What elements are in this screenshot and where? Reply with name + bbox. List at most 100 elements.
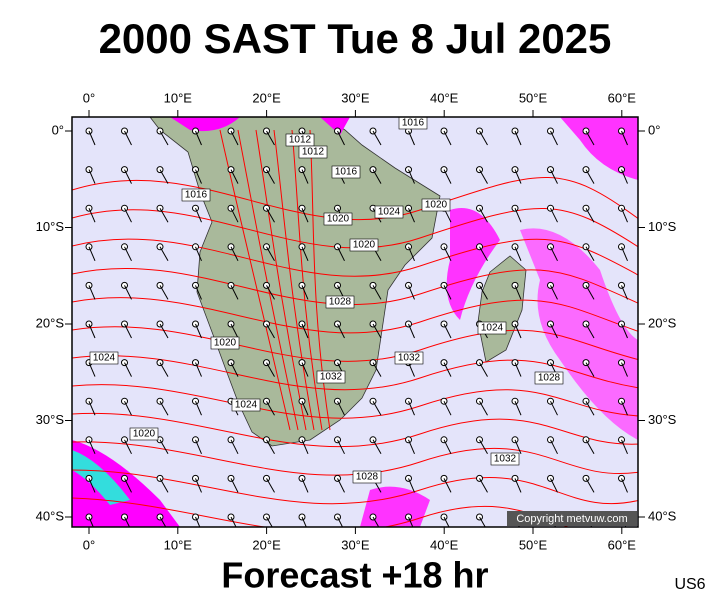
wind-barb <box>621 246 628 261</box>
lon-label-bottom: 60°E <box>608 537 637 552</box>
isobar-label-box <box>89 351 119 365</box>
wind-barb <box>301 169 309 184</box>
isobar-label: 1020 <box>425 200 448 211</box>
wind-barb <box>408 439 415 454</box>
wind-barb <box>550 130 558 146</box>
isobar <box>72 238 638 277</box>
wind-barb <box>124 323 132 339</box>
lat-label-right: 20°S <box>648 315 677 330</box>
wind-barb <box>337 439 345 455</box>
copyright-box <box>507 511 637 526</box>
wind-barb <box>443 478 452 493</box>
wind-barb <box>124 285 132 300</box>
wind-barb <box>88 246 96 261</box>
lat-label-left: 30°S <box>36 412 65 427</box>
wind-barb <box>443 400 452 416</box>
map-title: 2000 SAST Tue 8 Jul 2025 <box>99 15 612 62</box>
lon-label-top: 20°E <box>252 90 281 105</box>
wind-barb <box>479 246 488 262</box>
lat-label-right: 10°S <box>648 219 677 234</box>
wind-barb <box>159 207 169 223</box>
isobar-label: 1032 <box>398 353 421 364</box>
wind-barb <box>301 285 309 300</box>
wind-stations <box>85 127 628 527</box>
wind-barb <box>159 323 169 339</box>
isobar <box>291 129 323 431</box>
lon-label-top: 0° <box>83 90 95 105</box>
wind-barb <box>337 400 345 416</box>
wind-barb <box>514 439 522 454</box>
wind-barb <box>372 323 382 339</box>
wind-barb <box>372 362 382 377</box>
africa <box>149 117 441 447</box>
wind-barb <box>159 130 169 146</box>
axes: 0° 0° 10°E 10°E 20°E 20°E 30°E 30°E 40°E 40°E 50°E… <box>36 90 677 552</box>
wind-barb <box>301 323 309 339</box>
isobar-label-box <box>374 205 404 219</box>
isobar-label-box <box>349 238 379 252</box>
isobar-label: 1012 <box>289 135 312 146</box>
wind-barb <box>443 246 452 262</box>
wind-barb <box>443 439 452 455</box>
wind-barb <box>514 323 522 339</box>
rain-mozchannel <box>446 208 500 320</box>
wind-barb <box>337 246 345 262</box>
wind-barb <box>230 130 239 146</box>
lon-label-bottom: 30°E <box>341 537 370 552</box>
isobar <box>72 497 570 527</box>
isobar <box>255 129 307 431</box>
isobar-label-box <box>421 198 451 212</box>
wind-barb <box>585 323 595 339</box>
wind-barb <box>621 130 628 146</box>
wind-barb <box>230 362 239 377</box>
wind-barb <box>585 246 595 262</box>
wind-barb <box>124 207 132 223</box>
wind-barb <box>159 246 169 262</box>
wind-barb <box>301 516 307 527</box>
wind-barb <box>550 439 558 455</box>
wind-barb <box>550 400 558 416</box>
isobar-label: 1024 <box>378 207 401 218</box>
lon-label-top: 60°E <box>608 90 637 105</box>
wind-barb <box>479 516 486 527</box>
wind-barb <box>88 208 96 223</box>
wind-barb <box>337 516 344 527</box>
wind-barb <box>479 130 488 146</box>
wind-barb <box>301 439 309 454</box>
isobar <box>72 355 638 391</box>
wind-barb <box>585 478 595 493</box>
wind-barb <box>88 478 96 493</box>
wind-barb <box>372 439 382 455</box>
region-code: US6 <box>674 576 705 593</box>
wind-barb <box>195 130 202 146</box>
wind-barb <box>301 401 309 416</box>
isobar-label-box <box>394 351 424 365</box>
wind-barb <box>195 285 202 300</box>
wind-barb <box>195 208 202 223</box>
wind-barb <box>266 362 275 377</box>
rain-sw-core <box>72 450 130 505</box>
wind-barb <box>408 246 415 261</box>
wind-barb <box>159 439 169 455</box>
wind-barb <box>124 130 132 146</box>
lon-label-bottom: 40°E <box>430 537 459 552</box>
wind-barb <box>479 169 488 184</box>
wind-barb <box>514 246 522 261</box>
wind-barb <box>479 285 488 300</box>
wind-barb <box>443 169 452 184</box>
wind-barb <box>372 285 382 300</box>
wind-barb <box>266 439 275 455</box>
wind-barb <box>195 362 202 377</box>
rain-sw <box>72 440 180 527</box>
wind-barb <box>585 169 595 184</box>
wind-barb <box>550 478 558 493</box>
lat-label-left: 0° <box>52 122 64 137</box>
isobar <box>72 469 638 505</box>
isobar <box>72 297 638 334</box>
isobar-label-box <box>398 117 428 130</box>
isobar-label: 1012 <box>302 147 325 158</box>
wind-barb <box>372 516 380 527</box>
wind-barb <box>550 169 558 184</box>
isobar-label: 1016 <box>185 190 208 201</box>
